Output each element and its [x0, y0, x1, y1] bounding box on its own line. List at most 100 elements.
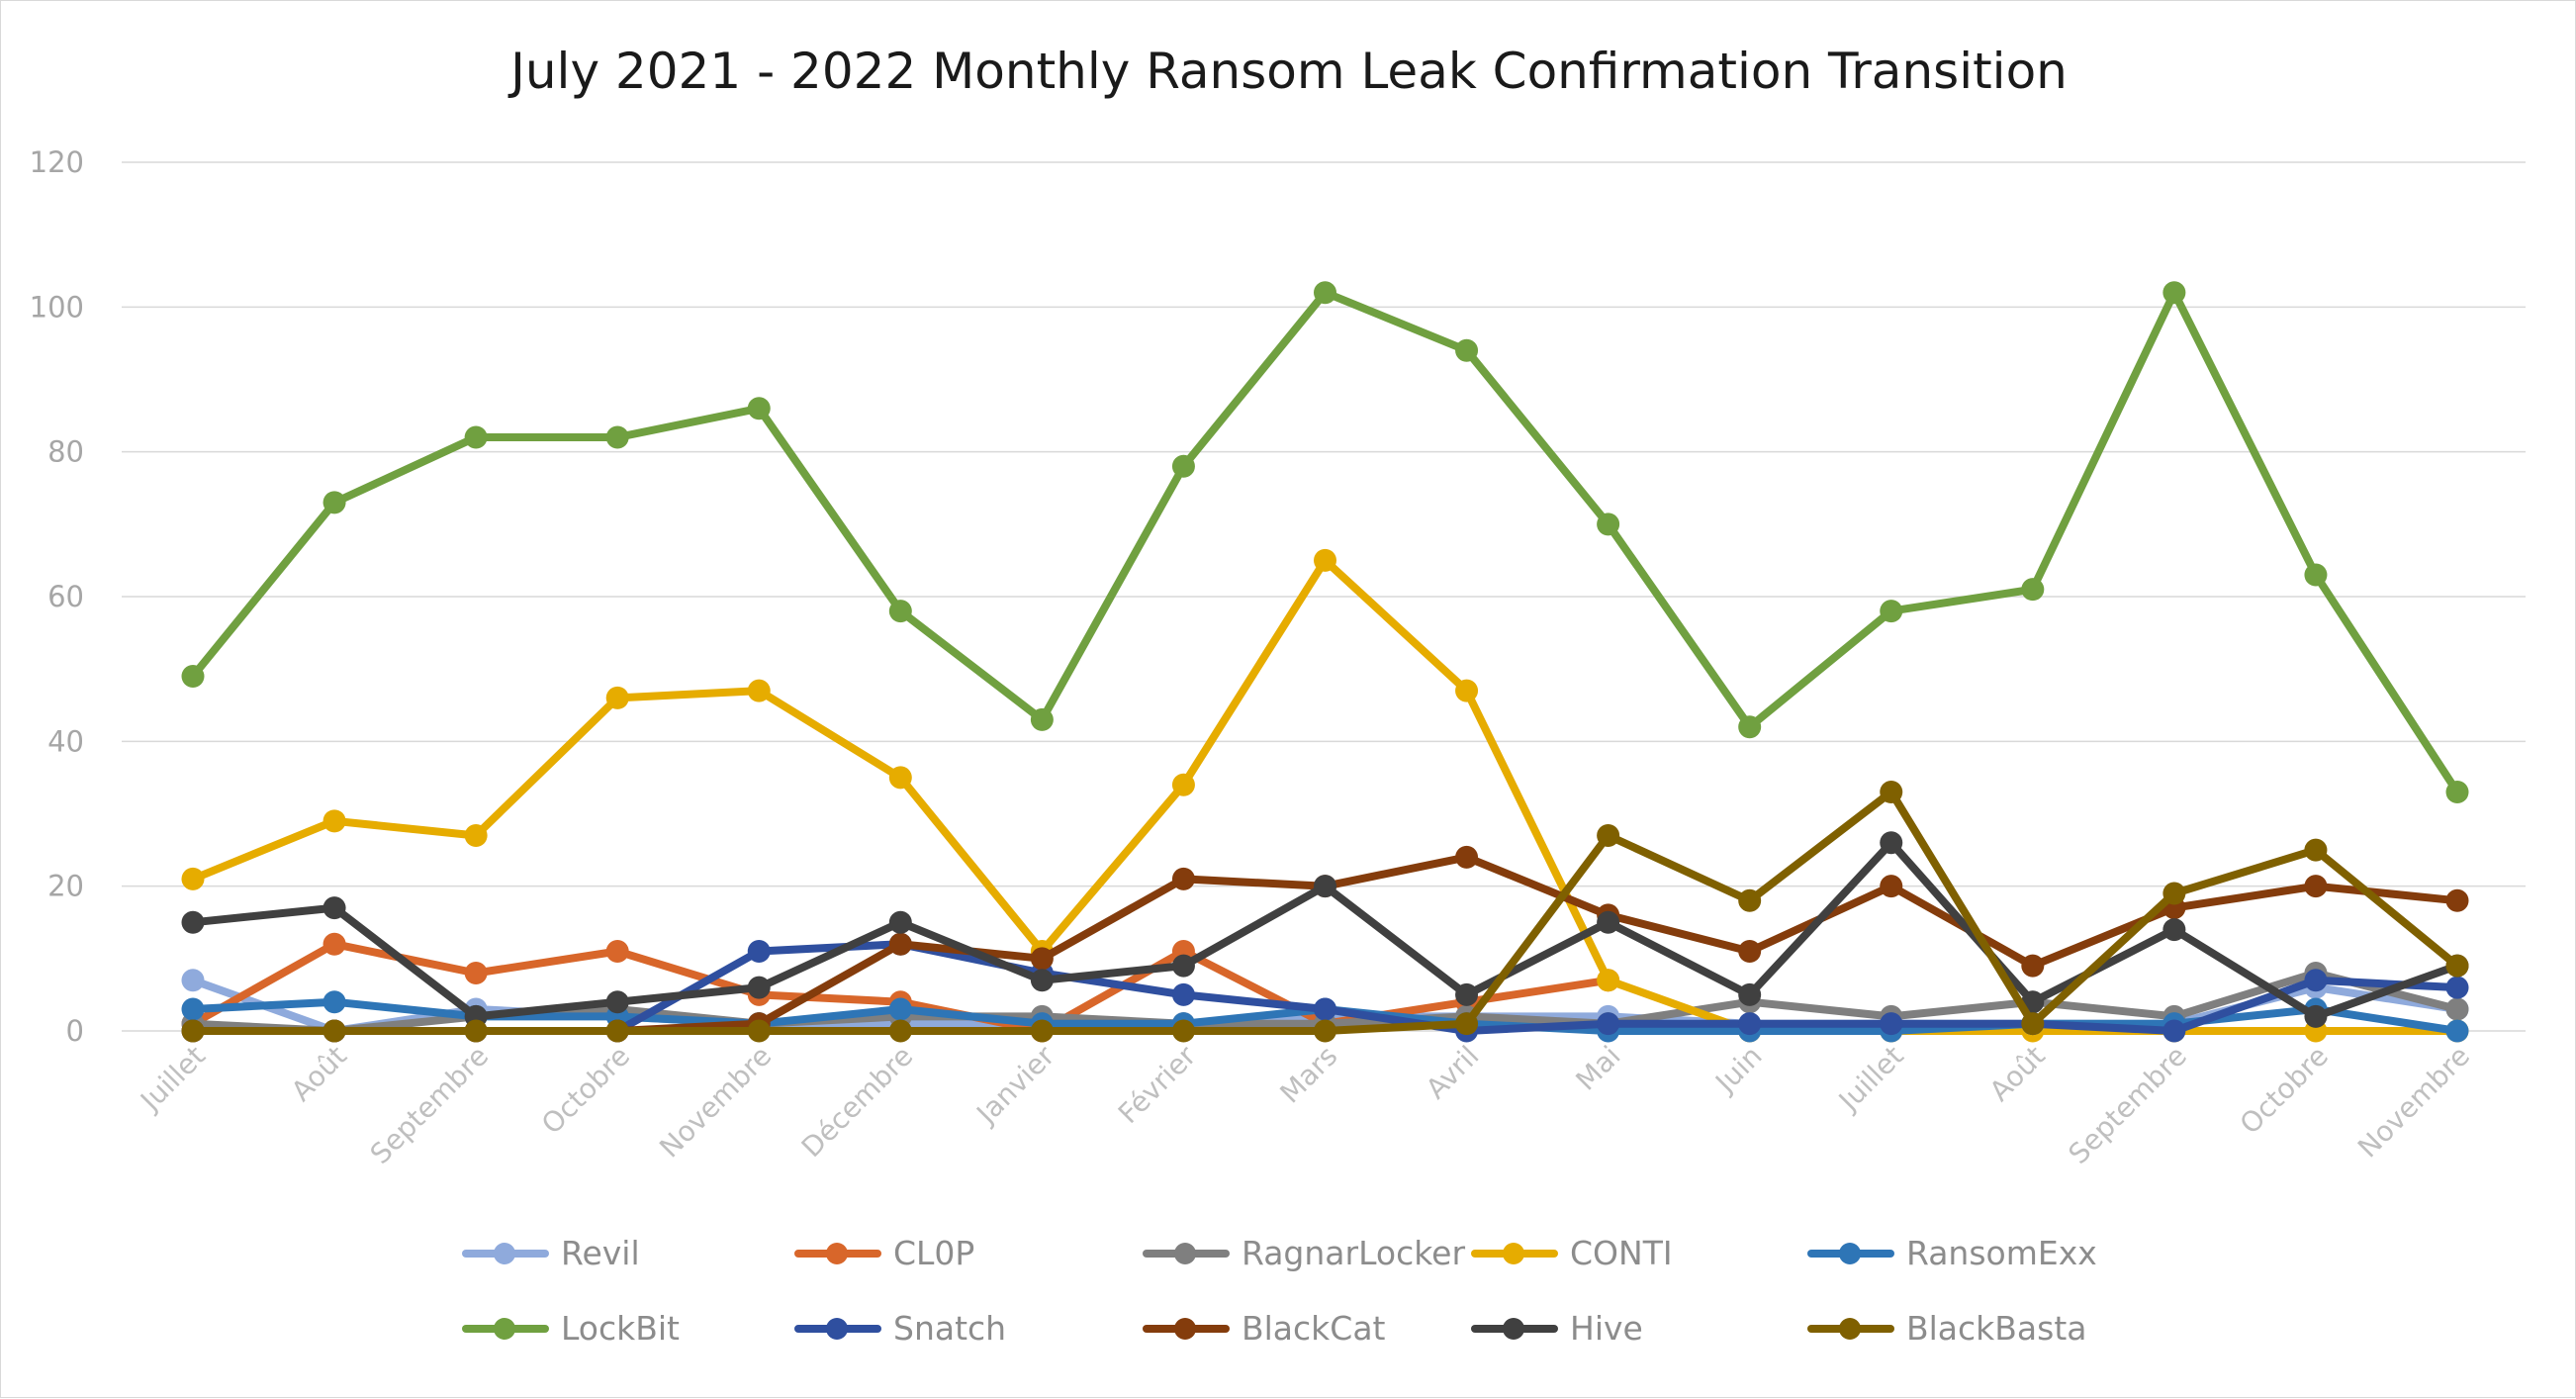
y-tick-label: 0	[66, 1014, 84, 1048]
legend-swatch	[1801, 1308, 1900, 1348]
data-point-conti	[1171, 773, 1195, 796]
data-point-conti	[888, 766, 912, 790]
data-point-snatch	[747, 940, 771, 964]
x-tick-label: Novembre	[653, 1040, 778, 1165]
x-tick-label: Février	[1112, 1039, 1203, 1130]
data-point-hive	[1030, 969, 1054, 992]
chart-title: July 2021 - 2022 Monthly Ransom Leak Con…	[510, 43, 2068, 100]
data-point-blackbasta	[888, 1019, 912, 1043]
data-point-blackbasta	[2021, 1012, 2045, 1036]
legend-swatch	[1465, 1308, 1564, 1348]
series-line-blackbasta	[189, 788, 2461, 1035]
data-point-snatch	[2162, 1019, 2186, 1043]
data-point-blackbasta	[1880, 781, 1903, 804]
data-point-blackbasta	[605, 1019, 629, 1043]
data-point-lockbit	[1030, 707, 1054, 731]
data-point-lockbit	[605, 425, 629, 449]
data-point-hive	[1455, 982, 1479, 1006]
legend-swatch	[1801, 1233, 1900, 1272]
data-point-blackbasta	[181, 1019, 205, 1043]
legend-item-blackbasta: BlackBasta	[1801, 1308, 2087, 1348]
data-point-hive	[2304, 1004, 2328, 1028]
data-point-conti	[1455, 679, 1479, 702]
data-point-blackcat	[1030, 947, 1054, 971]
y-tick-label: 40	[47, 724, 84, 758]
legend-item-hive: Hive	[1465, 1308, 1643, 1348]
data-point-lockbit	[1738, 715, 1762, 739]
legend-label: Revil	[561, 1233, 640, 1272]
data-point-hive	[1597, 910, 1620, 934]
legend-item-ransomexx: RansomExx	[1801, 1233, 2097, 1272]
x-tick-label: Avril	[1420, 1040, 1486, 1106]
y-tick-label: 80	[47, 435, 84, 469]
y-tick-label: 100	[30, 290, 84, 324]
legend-label: RansomExx	[1906, 1233, 2097, 1272]
data-point-cl0p	[464, 961, 488, 984]
data-point-blackcat	[1880, 875, 1903, 898]
data-point-hive	[1171, 954, 1195, 978]
data-point-blackcat	[2021, 954, 2045, 978]
data-point-conti	[464, 823, 488, 847]
data-point-snatch	[2304, 969, 2328, 992]
data-point-lockbit	[464, 425, 488, 449]
data-point-blackcat	[2304, 875, 2328, 898]
y-tick-label: 20	[47, 870, 84, 903]
data-point-blackcat	[1455, 845, 1479, 869]
data-point-lockbit	[1597, 513, 1620, 536]
legend-label: CL0P	[893, 1233, 975, 1272]
data-point-lockbit	[2445, 781, 2469, 804]
y-tick-label: 60	[47, 580, 84, 613]
data-point-ransomexx	[888, 997, 912, 1021]
data-point-blackbasta	[1171, 1019, 1195, 1043]
data-point-lockbit	[2304, 563, 2328, 587]
data-point-hive	[605, 990, 629, 1014]
data-point-blackbasta	[1030, 1019, 1054, 1043]
x-tick-label: Juillet	[1831, 1040, 1910, 1119]
legend-item-conti: CONTI	[1465, 1233, 1673, 1272]
data-point-blackbasta	[2162, 882, 2186, 905]
series-line-lockbit	[189, 288, 2461, 796]
legend-swatch	[456, 1233, 555, 1272]
data-point-hive	[1880, 831, 1903, 855]
data-point-hive	[747, 976, 771, 999]
data-point-hive	[1738, 982, 1762, 1006]
data-point-snatch	[1171, 982, 1195, 1006]
data-point-blackbasta	[2304, 838, 2328, 862]
data-point-snatch	[1880, 1012, 1903, 1036]
data-point-blackbasta	[1314, 1019, 1336, 1043]
x-tick-label: Septembre	[2062, 1040, 2192, 1170]
legend-swatch	[788, 1233, 887, 1272]
data-point-snatch	[2445, 976, 2469, 999]
data-point-lockbit	[1455, 338, 1479, 362]
data-point-hive	[888, 910, 912, 934]
legend-swatch	[1137, 1233, 1236, 1272]
data-point-conti	[322, 809, 346, 833]
data-point-lockbit	[888, 600, 912, 623]
data-point-revil	[181, 969, 205, 992]
data-point-snatch	[1738, 1012, 1762, 1036]
data-point-lockbit	[2021, 578, 2045, 602]
data-point-lockbit	[1171, 454, 1195, 478]
legend-swatch	[1465, 1233, 1564, 1272]
x-tick-label: Mai	[1570, 1040, 1627, 1097]
x-tick-label: Novembre	[2351, 1040, 2476, 1165]
data-point-blackcat	[1171, 867, 1195, 890]
data-point-lockbit	[1314, 281, 1336, 305]
data-point-hive	[181, 910, 205, 934]
data-point-blackcat	[2445, 888, 2469, 912]
data-point-blackbasta	[2445, 954, 2469, 978]
series-lockbit	[181, 281, 2469, 804]
x-tick-label: Mars	[1273, 1040, 1343, 1110]
data-point-blackbasta	[464, 1019, 488, 1043]
data-point-hive	[1314, 875, 1336, 898]
x-tick-label: Août	[285, 1040, 353, 1108]
data-point-blackcat	[1738, 940, 1762, 964]
x-tick-label: Octobre	[535, 1040, 636, 1141]
data-point-snatch	[1597, 1012, 1620, 1036]
data-point-blackcat	[888, 932, 912, 956]
data-point-lockbit	[747, 397, 771, 420]
legend-item-blackcat: BlackCat	[1137, 1308, 1386, 1348]
legend-label: BlackCat	[1242, 1308, 1386, 1348]
data-point-cl0p	[605, 940, 629, 964]
